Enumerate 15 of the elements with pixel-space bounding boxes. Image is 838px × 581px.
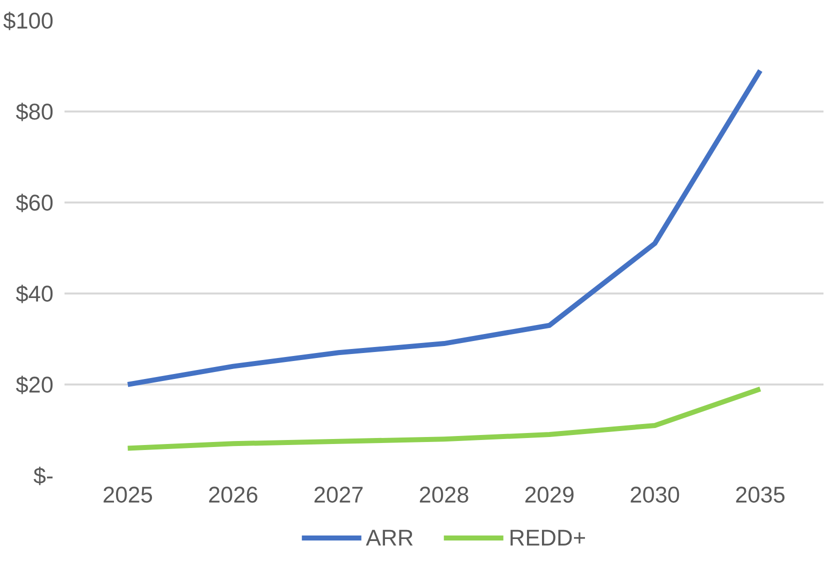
x-tick-label: 2027 <box>313 482 364 508</box>
x-tick-label: 2026 <box>208 482 258 508</box>
x-tick-label: 2035 <box>735 482 786 508</box>
y-tick-label: $80 <box>16 98 54 124</box>
x-tick-label: 2025 <box>102 482 153 508</box>
y-tick-label: $40 <box>16 280 54 306</box>
x-tick-label: 2030 <box>630 482 680 508</box>
y-tick-label: $20 <box>16 372 54 398</box>
legend-label: REDD+ <box>508 524 586 551</box>
x-tick-label: 2029 <box>524 482 575 508</box>
legend-label: ARR <box>366 524 414 551</box>
x-tick-label: 2028 <box>418 482 470 508</box>
y-tick-label: $- <box>33 462 54 488</box>
y-tick-label: $100 <box>3 8 54 34</box>
y-tick-label: $60 <box>16 190 54 216</box>
